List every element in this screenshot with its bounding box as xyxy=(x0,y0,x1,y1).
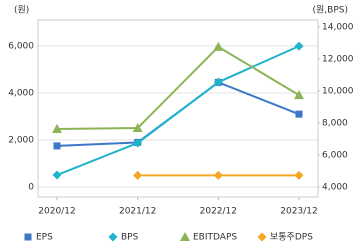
legend-marker xyxy=(257,232,267,242)
x-tick-label: 2021/12 xyxy=(119,207,156,217)
series-line xyxy=(56,45,300,130)
legend-marker xyxy=(108,232,118,242)
point xyxy=(213,170,223,180)
legend-label: BPS xyxy=(121,233,139,243)
point xyxy=(294,41,304,51)
y-tick-label: 4,000 xyxy=(8,88,34,98)
x-tick-label: 2022/12 xyxy=(200,207,237,217)
point xyxy=(52,123,62,133)
point xyxy=(133,170,143,180)
y2-tick-label: 12,000 xyxy=(322,54,354,64)
legend-marker xyxy=(180,232,190,241)
series-line xyxy=(56,81,300,147)
point xyxy=(295,110,303,118)
x-tick-label: 2020/12 xyxy=(38,207,75,217)
point xyxy=(213,77,223,87)
legend-label: EPS xyxy=(36,233,53,243)
point xyxy=(53,142,61,150)
y-axis-label: (원) xyxy=(14,5,29,16)
y2-tick-label: 4,000 xyxy=(322,183,348,193)
plot-frame xyxy=(37,19,319,198)
point xyxy=(213,41,224,51)
legend-marker xyxy=(24,233,32,241)
y2-axis-label: (원,BPS) xyxy=(313,5,348,16)
y-tick-label: 0 xyxy=(28,183,34,193)
point xyxy=(294,170,304,180)
y-tick-label: 2,000 xyxy=(8,136,34,146)
point xyxy=(133,138,143,148)
y2-tick-label: 14,000 xyxy=(322,22,354,32)
legend-label: EBITDAPS xyxy=(193,233,237,243)
y-tick-label: 6,000 xyxy=(8,41,34,51)
point xyxy=(132,123,143,133)
x-tick-label: 2023/12 xyxy=(280,207,317,217)
y2-tick-label: 10,000 xyxy=(322,86,354,96)
y2-tick-label: 8,000 xyxy=(322,118,348,128)
point xyxy=(52,170,62,180)
legend-label: 보통주DPS xyxy=(270,232,313,243)
series-line xyxy=(56,45,300,176)
y2-tick-label: 6,000 xyxy=(322,151,348,161)
point xyxy=(294,90,304,100)
